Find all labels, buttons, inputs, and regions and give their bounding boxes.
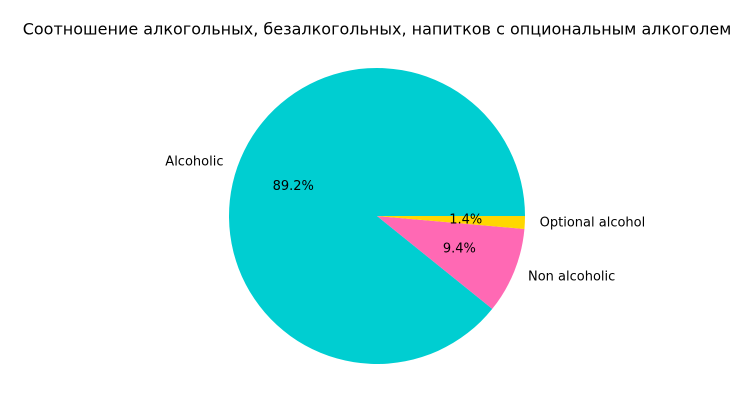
pie-slice [377,216,525,309]
pie-slice [377,216,525,230]
chart-title: Соотношение алкогольных, безалкогольных,… [23,20,732,39]
value-label: 1.4% [449,212,482,227]
value-label: 89.2% [273,179,314,194]
slice-label: Non alcoholic [528,269,615,284]
slice-label: Alcoholic [165,154,223,169]
value-label: 9.4% [443,242,476,257]
pie-slice [229,67,526,364]
slice-label: Optional alcohol [540,216,646,231]
